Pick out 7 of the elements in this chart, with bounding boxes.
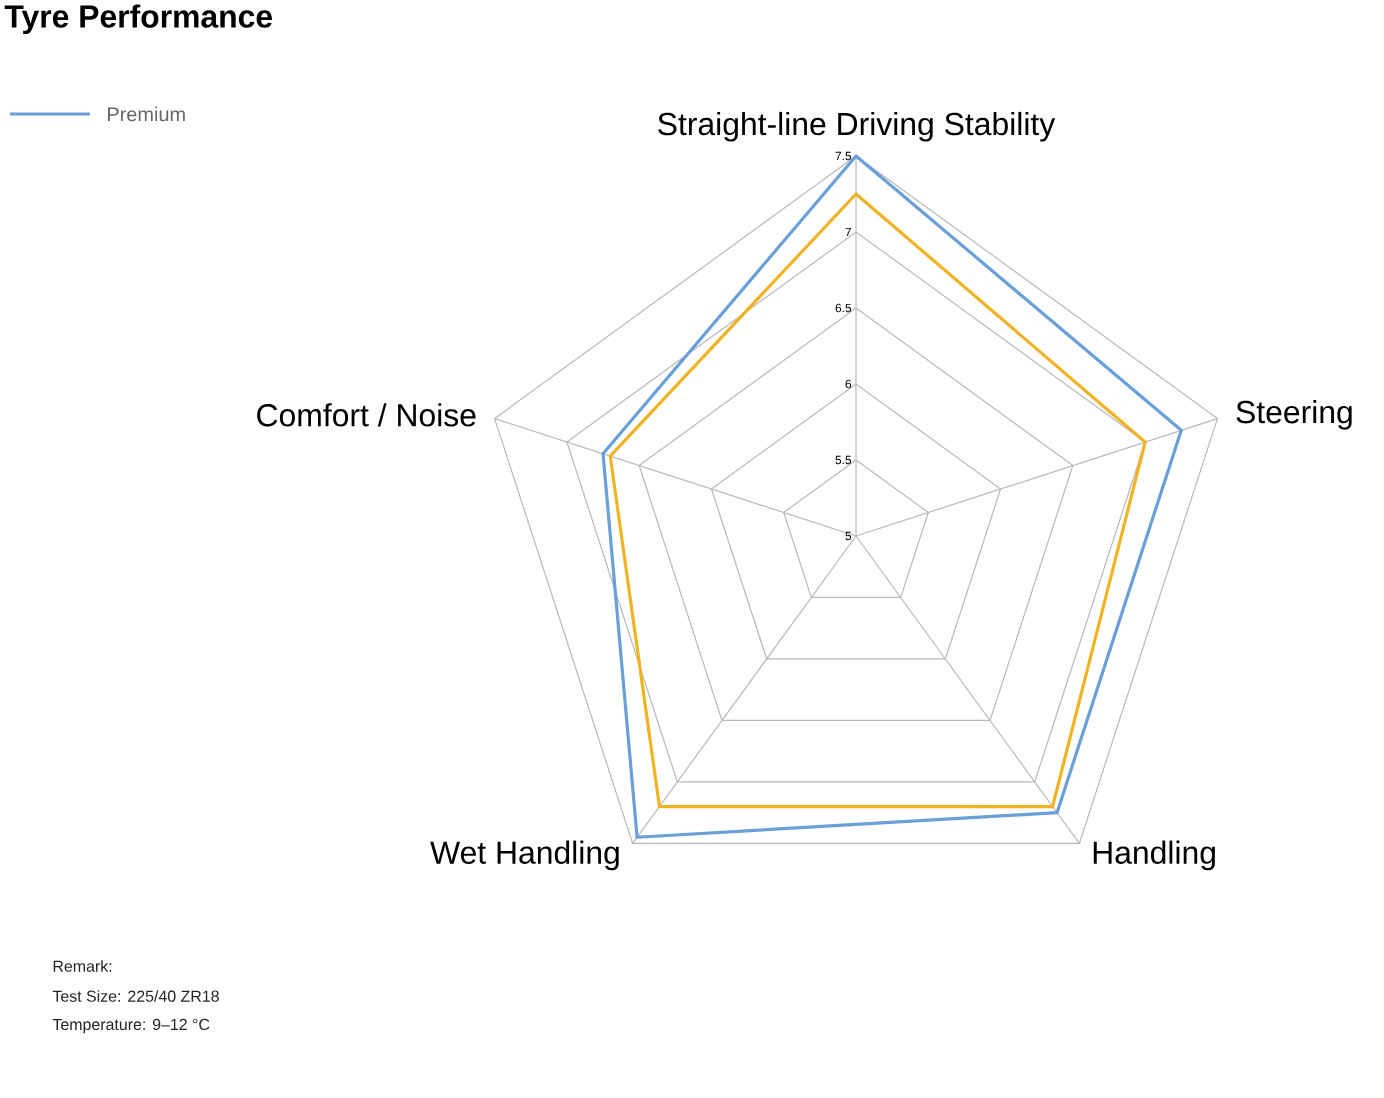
spoke-label: Handling bbox=[1093, 840, 1215, 871]
spoke-label: Straight-line Driving Stability bbox=[658, 111, 1056, 142]
spoke-label: Wet Handling bbox=[430, 840, 619, 871]
spoke-label: Steering bbox=[1236, 400, 1352, 430]
legend-label: Premium bbox=[108, 106, 185, 122]
chart-title: Tyre Performance bbox=[4, 4, 272, 35]
spoke-label: Comfort / Noise bbox=[257, 403, 476, 427]
